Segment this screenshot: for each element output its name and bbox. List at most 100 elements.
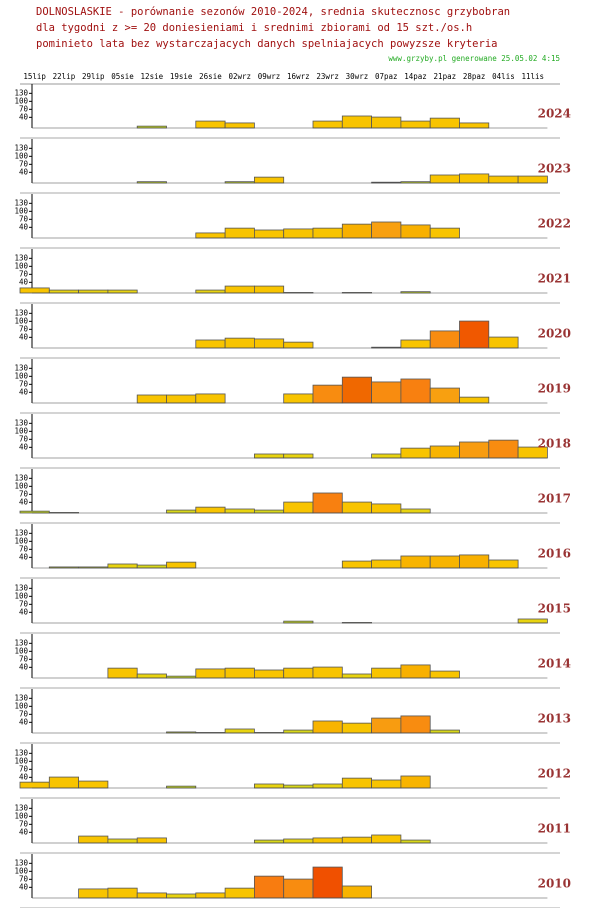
bar: [195, 289, 226, 294]
y-tick-label: 70: [19, 434, 29, 443]
x-tick-label: 19sie: [170, 72, 193, 81]
y-tick-label: 40: [19, 827, 29, 836]
bar: [78, 289, 109, 294]
bar: [78, 780, 109, 789]
y-tick-label: 130: [14, 638, 28, 647]
y-tick-label: 130: [14, 473, 28, 482]
bar: [400, 775, 431, 789]
chart-title: DOLNOSLASKIE - porównanie sezonów 2010-2…: [36, 6, 510, 18]
bar: [283, 878, 314, 899]
bar: [459, 396, 490, 404]
y-tick-label: 40: [19, 112, 29, 121]
y-tick-label: 130: [14, 363, 28, 372]
y-tick-label: 100: [14, 96, 28, 105]
bar: [19, 287, 50, 294]
bar: [253, 229, 285, 239]
bar: [371, 453, 402, 459]
bar: [78, 835, 109, 844]
y-tick-label: 40: [19, 882, 29, 891]
bar: [371, 779, 402, 789]
y-tick-label: 40: [19, 442, 29, 451]
bar: [429, 227, 460, 239]
y-tick-label: 100: [14, 591, 28, 600]
bar: [224, 508, 255, 514]
bar: [283, 228, 314, 239]
x-tick-label: 02wrz: [228, 72, 251, 81]
y-tick-label: 100: [14, 646, 28, 655]
bar: [283, 393, 314, 404]
bar: [312, 384, 343, 404]
bar: [283, 784, 314, 789]
y-tick-label: 100: [14, 316, 28, 325]
bar: [400, 120, 431, 129]
bar: [224, 728, 255, 734]
bar: [283, 501, 314, 514]
chart-subtitle: dla tygodni z >= 20 doniesieniami i sred…: [36, 22, 472, 34]
bar: [341, 777, 372, 789]
bar: [224, 667, 255, 679]
bar: [48, 776, 79, 789]
x-tick-label: 21paz: [434, 72, 457, 81]
y-tick-label: 100: [14, 426, 28, 435]
bar: [224, 887, 255, 899]
bar: [283, 838, 314, 844]
y-tick-label: 70: [19, 324, 29, 333]
bar: [371, 834, 402, 844]
bar: [341, 223, 372, 239]
y-tick-label: 40: [19, 552, 29, 561]
bar: [224, 285, 255, 294]
bar: [312, 837, 343, 844]
bar: [429, 117, 460, 129]
bar: [341, 376, 372, 404]
bar: [459, 320, 490, 349]
bar: [488, 439, 519, 459]
year-label: 2020: [538, 327, 571, 341]
bar: [429, 555, 460, 569]
bar: [224, 337, 255, 349]
y-tick-label: 70: [19, 379, 29, 388]
bar: [312, 120, 343, 129]
y-tick-label: 40: [19, 167, 29, 176]
y-tick-label: 100: [14, 371, 28, 380]
y-tick-label: 130: [14, 858, 28, 867]
y-tick-label: 100: [14, 206, 28, 215]
y-tick-label: 100: [14, 701, 28, 710]
x-tick-label: 28paz: [463, 72, 486, 81]
y-tick-label: 100: [14, 756, 28, 765]
bar: [283, 453, 314, 459]
x-tick-label: 15lip: [23, 72, 46, 81]
y-tick-label: 100: [14, 151, 28, 160]
y-tick-label: 70: [19, 709, 29, 718]
y-tick-label: 100: [14, 481, 28, 490]
bar: [283, 729, 314, 734]
y-tick-label: 70: [19, 489, 29, 498]
bar: [371, 717, 402, 734]
x-tick-label: 05sie: [111, 72, 134, 81]
bar: [107, 289, 138, 294]
bar: [253, 839, 285, 844]
chart-subtitle: pominieto lata bez wystarczajacych danyc…: [36, 38, 497, 50]
x-tick-label: 29lip: [82, 72, 105, 81]
x-tick-label: 07paz: [375, 72, 398, 81]
bar: [107, 563, 138, 569]
y-tick-label: 40: [19, 387, 29, 396]
bar: [195, 393, 226, 404]
y-tick-label: 130: [14, 803, 28, 812]
year-label: 2017: [538, 492, 571, 506]
bar: [107, 887, 138, 899]
bar: [341, 673, 372, 679]
y-tick-label: 130: [14, 198, 28, 207]
bar: [312, 866, 343, 899]
y-tick-label: 130: [14, 693, 28, 702]
bar: [195, 232, 226, 239]
bar: [195, 339, 226, 349]
bar: [19, 781, 50, 789]
bar: [400, 378, 431, 404]
y-tick-label: 70: [19, 214, 29, 223]
bar: [488, 336, 519, 349]
bar: [459, 554, 490, 569]
y-tick-label: 40: [19, 717, 29, 726]
bar: [136, 673, 167, 679]
year-label: 2016: [538, 547, 571, 561]
bar: [400, 508, 431, 514]
